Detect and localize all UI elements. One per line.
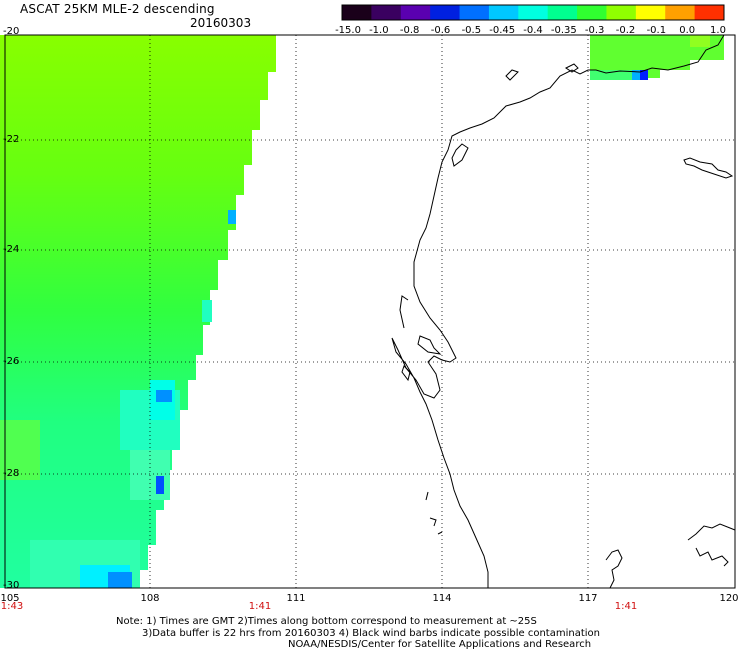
colorbar-tick-label: 0.0 — [679, 25, 696, 36]
time-label-left: 1:43 — [0, 601, 24, 612]
colorbar-tick-label: -0.2 — [615, 25, 636, 36]
time-label-right: 1:41 — [614, 601, 638, 612]
colorbar-tick-label: -1.0 — [369, 25, 389, 36]
colorbar-swatch — [606, 5, 637, 20]
lon-label-120: 120 — [719, 593, 739, 604]
colorbar-tick-label: -0.4 — [523, 25, 543, 36]
colorbar-tick-label: -0.3 — [584, 25, 605, 36]
map-title: ASCAT 25KM MLE-2 descending — [20, 2, 215, 16]
colorbar-swatch — [488, 5, 519, 20]
lat-label-22: -22 — [3, 134, 20, 145]
lat-label-28: -28 — [3, 468, 20, 479]
colorbar-tick-label: -0.45 — [489, 25, 516, 36]
coastline — [391, 34, 736, 589]
lon-label-108: 108 — [140, 593, 160, 604]
colorbar-tick-label: -0.5 — [461, 25, 482, 36]
time-label-mid: 1:41 — [248, 601, 272, 612]
colorbar-tick-label: -0.1 — [646, 25, 667, 36]
lon-label-105: 105 — [0, 593, 20, 604]
map-frame — [4, 34, 736, 589]
colorbar-tick-label: -15.0 — [335, 25, 361, 36]
colorbar-swatch — [635, 5, 666, 20]
colorbar-tick-label: 1.0 — [710, 25, 726, 36]
colorbar-tick-label: -0.35 — [550, 25, 577, 36]
lon-label-117: 117 — [578, 593, 598, 604]
note-line-1: Note: 1) Times are GMT 2)Times along bot… — [116, 616, 537, 627]
note-line-2: 3)Data buffer is 22 hrs from 20160303 4)… — [142, 628, 600, 639]
lat-label-24: -24 — [3, 244, 20, 255]
colorbar-swatch — [577, 5, 607, 20]
colorbar-tick-label: -0.6 — [430, 25, 451, 36]
map-date: 20160303 — [190, 16, 252, 30]
map-grid — [5, 35, 735, 588]
colorbar-border — [341, 4, 725, 21]
lon-label-111: 111 — [286, 593, 306, 604]
colorbar — [341, 4, 725, 21]
colorbar-swatch — [371, 5, 402, 20]
colorbar-swatch — [430, 5, 461, 20]
colorbar-tick-label: -0.8 — [399, 25, 420, 36]
colorbar-swatch — [547, 5, 578, 20]
colorbar-swatch — [459, 5, 490, 20]
data-swath-right — [590, 35, 724, 80]
data-swath-left — [0, 35, 276, 588]
colorbar-swatch — [400, 5, 431, 20]
note-line-3: NOAA/NESDIS/Center for Satellite Applica… — [288, 639, 592, 650]
colorbar-swatch — [518, 5, 549, 20]
lat-label-20: -20 — [3, 26, 20, 37]
lat-label-26: -26 — [3, 356, 20, 367]
colorbar-swatch — [694, 5, 725, 20]
lat-label-30: -30 — [3, 580, 20, 591]
colorbar-swatch — [665, 5, 696, 20]
colorbar-swatch — [342, 5, 372, 20]
lon-label-114: 114 — [432, 593, 452, 604]
